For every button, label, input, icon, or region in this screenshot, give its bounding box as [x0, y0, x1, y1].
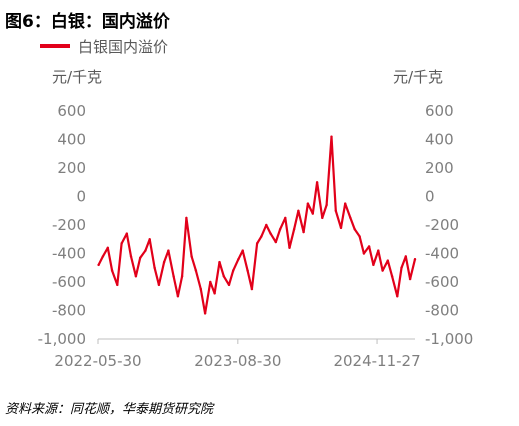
data-point [344, 202, 347, 205]
data-point [162, 260, 166, 264]
data-point [209, 280, 212, 284]
data-point [167, 249, 170, 252]
y-tick-label-left: 0 [76, 188, 86, 206]
data-point [97, 263, 100, 267]
data-point [106, 246, 110, 249]
data-point [315, 181, 319, 184]
data-point [180, 275, 184, 278]
data-point [404, 255, 407, 258]
data-point [321, 216, 324, 220]
data-point [334, 209, 337, 212]
y-tick-label-right: 200 [425, 159, 454, 177]
y-tick-label-right: -1,000 [425, 330, 473, 348]
data-point [288, 246, 291, 249]
y-tick-label-right: 400 [425, 131, 454, 149]
data-point [255, 242, 259, 245]
y-tick-label-left: -800 [52, 302, 86, 320]
x-tick-label: 2023-08-30 [194, 352, 281, 370]
x-tick-label: 2024-11-27 [333, 352, 420, 370]
data-point [353, 228, 356, 231]
data-point [144, 249, 147, 252]
data-point [260, 235, 263, 238]
y-tick-label-right: -200 [425, 216, 459, 234]
data-point [386, 259, 389, 262]
data-point [241, 249, 244, 252]
y-tick-label-left: -200 [52, 216, 86, 234]
legend-label: 白银国内溢价 [78, 37, 169, 56]
data-point [265, 223, 268, 227]
chart-legend: 白银国内溢价 [40, 36, 168, 56]
source-note: 资料来源：同花顺，华泰期货研究院 [5, 402, 214, 417]
data-point [194, 269, 198, 272]
data-point [269, 232, 272, 235]
data-point [372, 263, 375, 267]
data-point [203, 312, 207, 315]
data-point [250, 287, 254, 291]
data-point [232, 269, 235, 272]
y-tick-label-right: -400 [425, 245, 459, 263]
legend-swatch [40, 44, 70, 48]
data-point [153, 266, 156, 269]
y-tick-label-right: 600 [425, 102, 454, 120]
data-point [274, 240, 277, 244]
data-point [110, 269, 114, 272]
data-point [377, 249, 380, 252]
y-tick-label-left: 600 [57, 102, 86, 120]
y-tick-label-left: -600 [52, 273, 86, 291]
data-point [134, 275, 138, 278]
data-point [139, 256, 142, 259]
y-tick-label-left: -400 [52, 245, 86, 263]
figure-title: 图6：白银：国内溢价 [5, 12, 170, 32]
data-point [222, 275, 225, 278]
data-point [213, 292, 216, 295]
data-point [400, 266, 403, 269]
data-point [408, 277, 412, 281]
data-point [362, 252, 366, 255]
y-tick-label-left: 400 [57, 131, 86, 149]
data-point [116, 283, 119, 287]
data-point [218, 260, 221, 264]
data-point [297, 209, 300, 212]
data-point [292, 228, 296, 231]
data-point [367, 245, 371, 248]
y-tick-label-right: -600 [425, 273, 459, 291]
data-point [278, 228, 282, 231]
y-tick-label-left: 200 [57, 159, 86, 177]
data-point [306, 202, 310, 205]
data-point [396, 295, 399, 298]
data-point [381, 269, 384, 272]
data-point [148, 238, 151, 241]
y-tick-label-right: 0 [425, 188, 435, 206]
data-point [125, 232, 128, 235]
data-point [339, 226, 343, 230]
data-point [284, 216, 287, 220]
y-axis-left-unit: 元/千克 [52, 68, 103, 86]
series-line [97, 135, 417, 315]
data-point [325, 203, 328, 207]
data-point [227, 283, 231, 287]
data-point [302, 230, 305, 234]
data-point [349, 216, 352, 220]
x-tick-label: 2022-05-30 [54, 352, 141, 370]
y-axis-right-unit: 元/千克 [393, 68, 444, 86]
data-point [157, 283, 161, 287]
data-point [176, 295, 180, 298]
data-point [246, 269, 249, 272]
data-point [358, 235, 361, 238]
data-point [185, 216, 188, 220]
data-point [330, 135, 333, 138]
data-point [190, 255, 193, 258]
data-point [413, 258, 417, 261]
data-point [199, 287, 202, 291]
data-point [101, 255, 105, 258]
y-tick-label-left: -1,000 [38, 330, 86, 348]
data-point [172, 275, 175, 278]
data-point [390, 275, 394, 278]
data-point [237, 258, 240, 261]
data-point [120, 242, 123, 245]
y-tick-label-right: -800 [425, 302, 459, 320]
data-point [311, 212, 314, 215]
data-point [129, 255, 133, 258]
